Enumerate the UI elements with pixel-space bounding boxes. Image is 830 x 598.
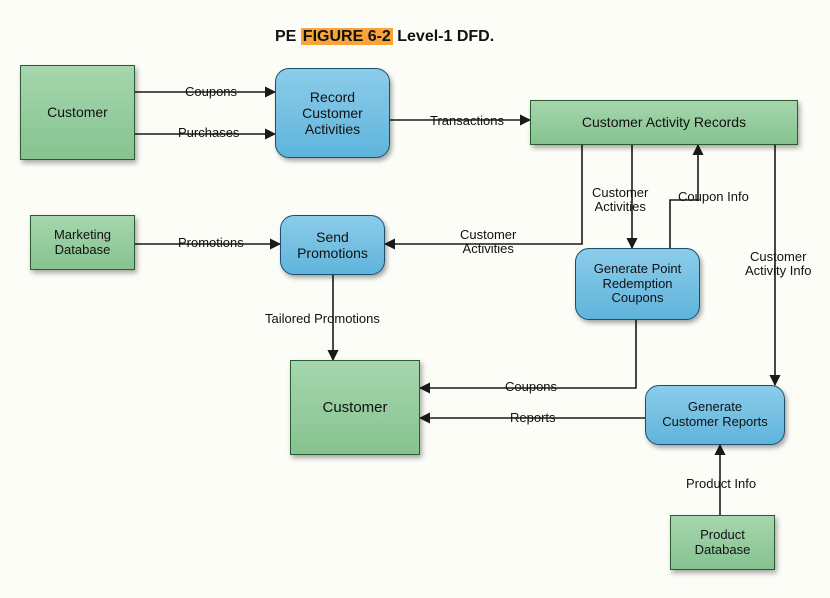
node-marketing-db: Marketing Database (30, 215, 135, 270)
node-customer-top: Customer (20, 65, 135, 160)
node-record-activities: Record Customer Activities (275, 68, 390, 158)
node-send-promotions: Send Promotions (280, 215, 385, 275)
node-product-db: Product Database (670, 515, 775, 570)
edge-label-reports: Reports (510, 411, 556, 425)
title-pre: PE (275, 28, 301, 45)
node-activity-records: Customer Activity Records (530, 100, 798, 145)
edge-label-product-info: Product Info (686, 477, 756, 491)
edge-label-cust-act-to-send: Customer Activities (460, 228, 516, 257)
node-customer-bottom: Customer (290, 360, 420, 455)
edge-label-tailored: Tailored Promotions (265, 312, 380, 326)
edge-label-purchases: Purchases (178, 126, 239, 140)
edge-coupons-2 (420, 320, 636, 388)
title-post: Level-1 DFD. (393, 28, 494, 45)
edge-label-promotions: Promotions (178, 236, 244, 250)
edge-label-coupons-2: Coupons (505, 380, 557, 394)
dfd-canvas: PE FIGURE 6-2 Level-1 DFD. Customer Recor… (0, 0, 830, 598)
edge-label-cust-act-to-coupons: Customer Activities (592, 186, 648, 215)
title-highlight: FIGURE 6-2 (301, 28, 393, 45)
edge-label-coupon-info: Coupon Info (678, 190, 749, 204)
edge-label-cust-act-info: Customer Activity Info (745, 250, 811, 279)
figure-title: PE FIGURE 6-2 Level-1 DFD. (275, 28, 494, 46)
node-gen-reports: Generate Customer Reports (645, 385, 785, 445)
node-gen-coupons: Generate Point Redemption Coupons (575, 248, 700, 320)
edge-label-transactions: Transactions (430, 114, 504, 128)
edge-label-coupons-1: Coupons (185, 85, 237, 99)
